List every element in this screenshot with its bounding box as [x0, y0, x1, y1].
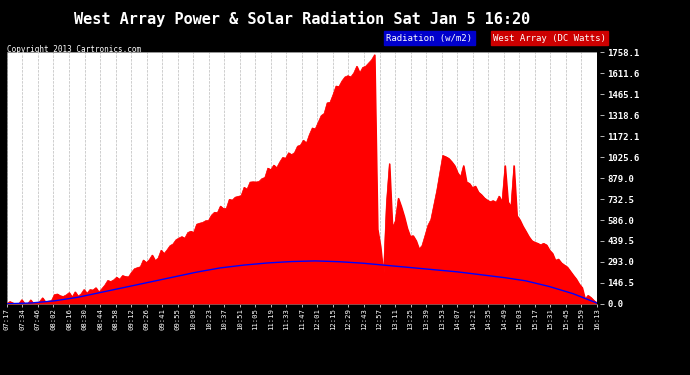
Text: West Array Power & Solar Radiation Sat Jan 5 16:20: West Array Power & Solar Radiation Sat J…: [74, 11, 530, 27]
Text: West Array (DC Watts): West Array (DC Watts): [493, 34, 607, 43]
Text: Copyright 2013 Cartronics.com: Copyright 2013 Cartronics.com: [7, 45, 141, 54]
Text: Radiation (w/m2): Radiation (w/m2): [386, 34, 473, 43]
